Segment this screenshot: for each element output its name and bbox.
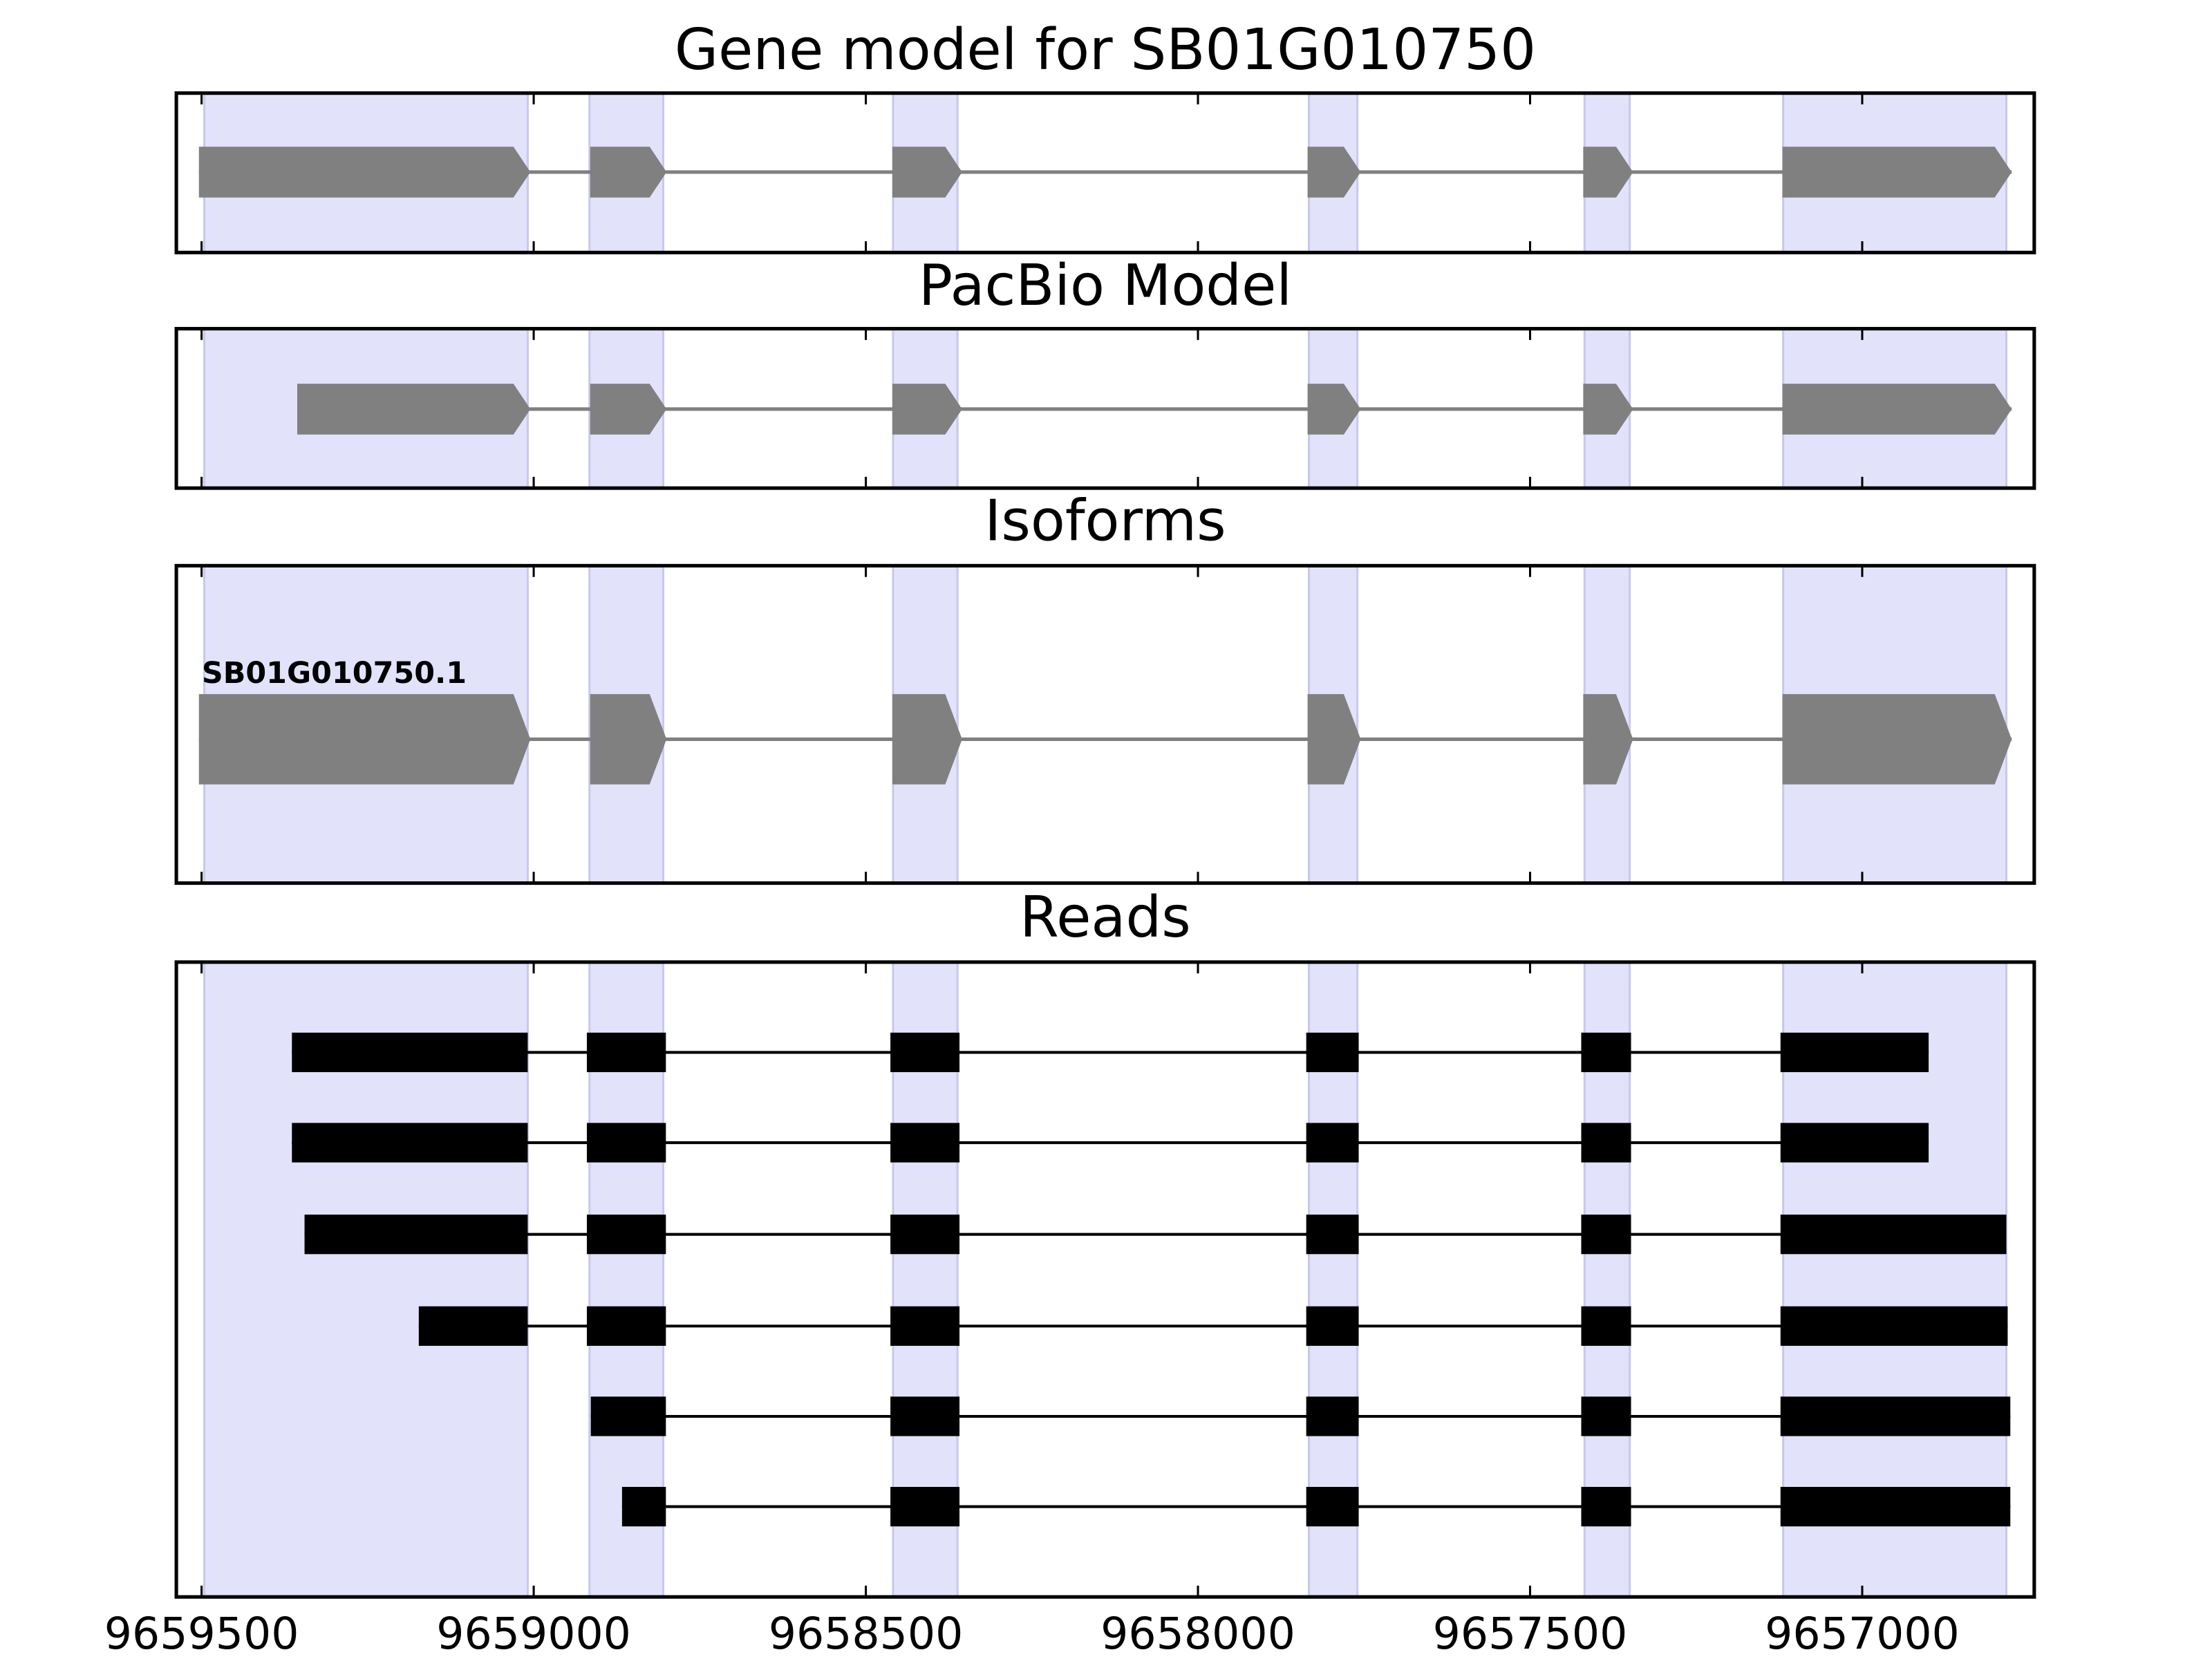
exon [890, 1032, 960, 1073]
exon [890, 1123, 960, 1163]
exon [1581, 1306, 1631, 1346]
exon [1581, 1487, 1631, 1527]
exon [1583, 694, 1633, 785]
exon [586, 1306, 666, 1346]
panel-title: Reads [1020, 885, 1191, 950]
exon [590, 694, 667, 785]
isoform-label: SB01G010750.1 [202, 656, 467, 691]
exon [1780, 1306, 2008, 1346]
exon [590, 1396, 666, 1436]
exon [586, 1032, 666, 1073]
exon [1780, 1487, 2011, 1527]
exon [418, 1306, 528, 1346]
exon [292, 1032, 528, 1073]
x-tick-label: 9659500 [104, 1608, 299, 1659]
exon [1581, 1396, 1631, 1436]
exon [304, 1215, 528, 1255]
exon [198, 147, 531, 198]
exon [1307, 147, 1361, 198]
x-tick-label: 9658500 [769, 1608, 964, 1659]
exon [292, 1123, 528, 1163]
exon [1583, 384, 1633, 435]
panel-frame [174, 960, 2036, 1599]
exon [890, 1396, 960, 1436]
exon [1583, 147, 1633, 198]
panel-title: PacBio Model [919, 253, 1292, 319]
panel-frame [174, 563, 2036, 885]
x-tick-label: 9659000 [436, 1608, 631, 1659]
exon [1306, 1396, 1359, 1436]
exon [892, 384, 962, 435]
x-tick-label: 9658000 [1100, 1608, 1295, 1659]
exon [1782, 384, 2012, 435]
exon [890, 1487, 960, 1527]
exon [1581, 1032, 1631, 1073]
exon [890, 1306, 960, 1346]
exon [586, 1215, 666, 1255]
exon [1780, 1396, 2011, 1436]
exon [1780, 1123, 1929, 1163]
panel-frame [174, 326, 2036, 490]
exon [198, 694, 531, 785]
exon [1306, 1123, 1359, 1163]
exon [1307, 694, 1361, 785]
x-tick-label: 9657000 [1765, 1608, 1960, 1659]
exon [1581, 1215, 1631, 1255]
exon [1780, 1032, 1929, 1073]
x-tick-label: 9657500 [1433, 1608, 1628, 1659]
exon [1306, 1215, 1359, 1255]
exon [892, 694, 962, 785]
exon [890, 1215, 960, 1255]
exon [1307, 384, 1361, 435]
exon [297, 384, 531, 435]
exon [1782, 694, 2012, 785]
exon [1581, 1123, 1631, 1163]
panel-frame [174, 91, 2036, 254]
exon [1306, 1306, 1359, 1346]
exon [586, 1123, 666, 1163]
exon [892, 147, 962, 198]
exon [1306, 1032, 1359, 1073]
panel-title: Gene model for SB01G010750 [675, 17, 1536, 83]
exon [590, 384, 667, 435]
exon [621, 1487, 666, 1527]
exon [1780, 1215, 2007, 1255]
panel-title: Isoforms [984, 489, 1226, 554]
exon [1306, 1487, 1359, 1527]
exon [1782, 147, 2012, 198]
exon [590, 147, 667, 198]
